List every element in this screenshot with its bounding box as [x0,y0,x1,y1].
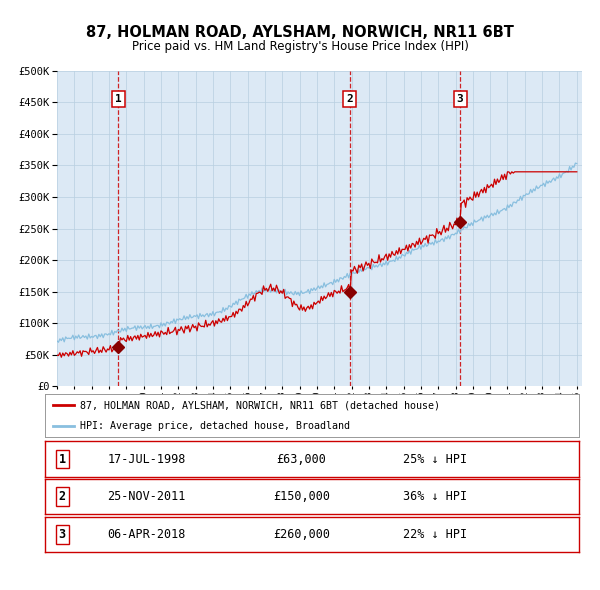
Text: 87, HOLMAN ROAD, AYLSHAM, NORWICH, NR11 6BT (detached house): 87, HOLMAN ROAD, AYLSHAM, NORWICH, NR11 … [80,400,440,410]
Text: HPI: Average price, detached house, Broadland: HPI: Average price, detached house, Broa… [80,421,350,431]
Text: 1: 1 [59,453,65,466]
Text: 87, HOLMAN ROAD, AYLSHAM, NORWICH, NR11 6BT: 87, HOLMAN ROAD, AYLSHAM, NORWICH, NR11 … [86,25,514,40]
Text: £63,000: £63,000 [277,453,326,466]
Text: 2: 2 [346,94,353,104]
Text: £260,000: £260,000 [273,528,330,541]
Text: 22% ↓ HPI: 22% ↓ HPI [403,528,467,541]
Text: £150,000: £150,000 [273,490,330,503]
Text: 06-APR-2018: 06-APR-2018 [107,528,185,541]
Text: 36% ↓ HPI: 36% ↓ HPI [403,490,467,503]
Text: 1: 1 [115,94,122,104]
Text: Price paid vs. HM Land Registry's House Price Index (HPI): Price paid vs. HM Land Registry's House … [131,40,469,53]
Text: 2: 2 [59,490,65,503]
Text: 25-NOV-2011: 25-NOV-2011 [107,490,185,503]
Text: 17-JUL-1998: 17-JUL-1998 [107,453,185,466]
Text: 25% ↓ HPI: 25% ↓ HPI [403,453,467,466]
Text: 3: 3 [59,528,65,541]
Text: 3: 3 [457,94,463,104]
